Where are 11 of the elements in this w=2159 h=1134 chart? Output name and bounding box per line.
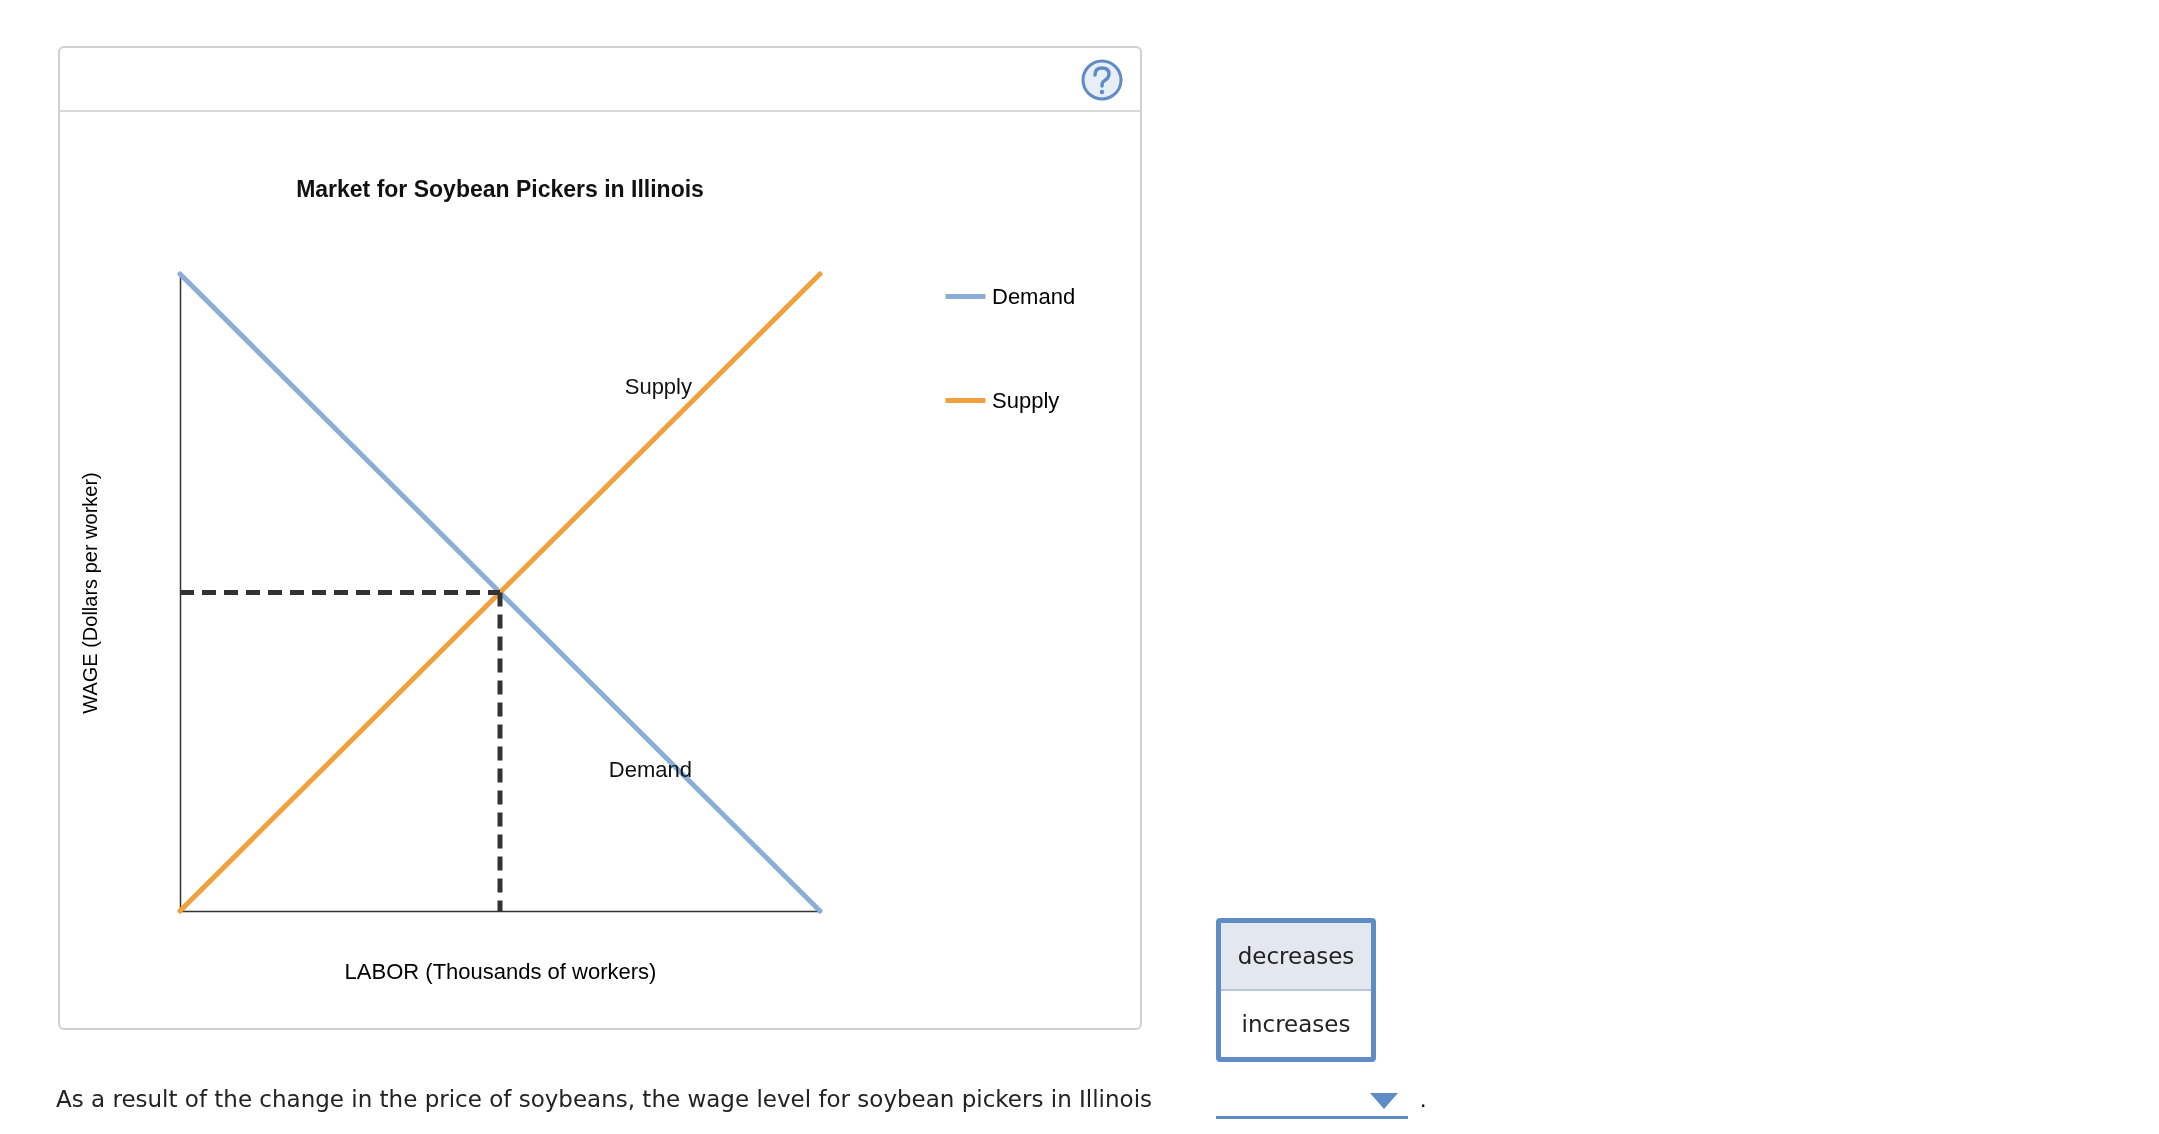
text: decreases <box>1221 923 1371 991</box>
text: . <box>1420 1086 1427 1113</box>
text: Supply <box>624 374 692 400</box>
text: Demand <box>608 756 692 782</box>
legend-label: Supply <box>992 387 1060 413</box>
text: increases <box>1240 1010 1352 1039</box>
x-axis-title: LABOR (Thousands of workers) <box>344 958 657 984</box>
legend-label: Demand <box>992 283 1076 309</box>
chart-title: Market for Soybean Pickers in Illinois <box>296 175 704 202</box>
text: As a result of the change in the price of soybeans, the wage level for soybean pickers in Illinois <box>56 1086 1153 1112</box>
y-axis-title: WAGE (Dollars per worker) <box>78 472 101 714</box>
